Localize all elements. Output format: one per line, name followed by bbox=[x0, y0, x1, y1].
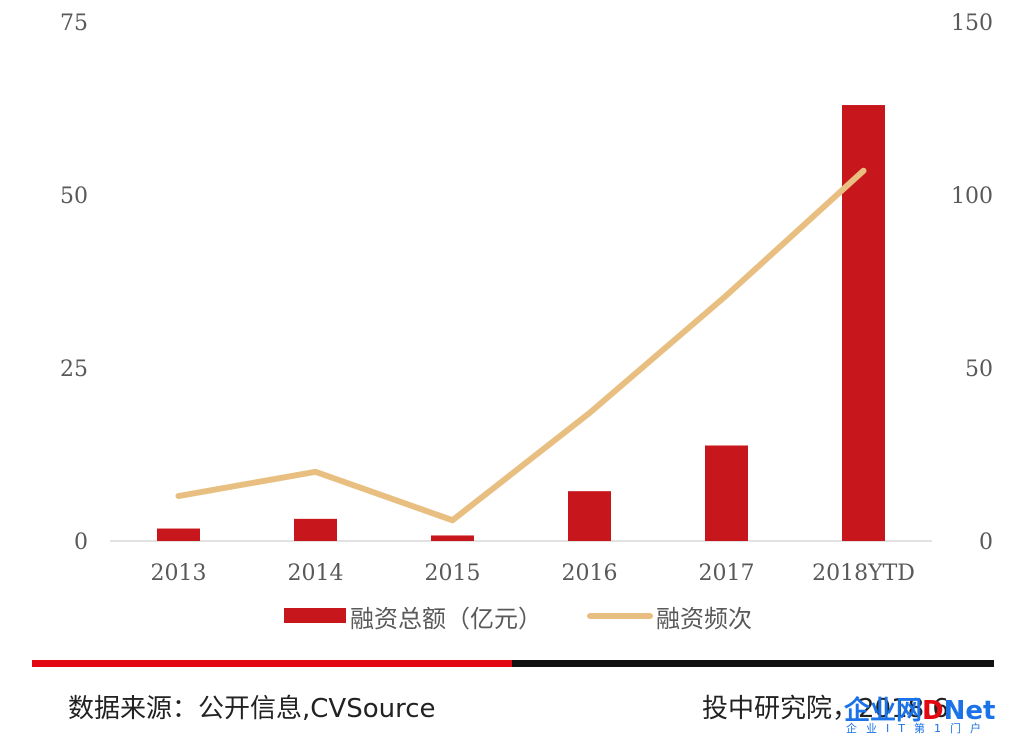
legend-line-label: 融资频次 bbox=[656, 605, 752, 633]
left-tick-label: 25 bbox=[60, 357, 88, 382]
footer-rule-black bbox=[512, 660, 994, 667]
x-tick-label: 2013 bbox=[151, 561, 207, 586]
watermark-main-text: 企业网 bbox=[844, 696, 923, 726]
left-tick-label: 0 bbox=[74, 530, 88, 555]
watermark-accent: D bbox=[922, 696, 944, 726]
legend-bar-swatch bbox=[284, 608, 346, 623]
watermark-logo: 企业网DNet 企业IT第1门户 bbox=[838, 690, 1014, 736]
left-tick-label: 75 bbox=[60, 11, 88, 36]
x-tick-label: 2014 bbox=[288, 561, 344, 586]
bar bbox=[157, 528, 200, 541]
x-axis-labels: 2013 2014 2015 2016 2017 2018YTD bbox=[151, 561, 915, 586]
x-tick-label: 2015 bbox=[425, 561, 481, 586]
right-tick-label: 150 bbox=[951, 11, 993, 36]
right-tick-label: 100 bbox=[951, 184, 993, 209]
left-axis-ticks: 0 25 50 75 bbox=[60, 11, 88, 555]
bar bbox=[294, 518, 337, 541]
source-note: 数据来源：公开信息,CVSource bbox=[68, 694, 436, 724]
left-tick-label: 50 bbox=[60, 184, 88, 209]
bar bbox=[431, 535, 474, 541]
legend-bar-label: 融资总额（亿元） bbox=[350, 605, 542, 633]
legend: 融资总额（亿元） 融资频次 bbox=[284, 605, 752, 633]
x-tick-label: 2016 bbox=[562, 561, 618, 586]
bar bbox=[705, 445, 748, 541]
right-tick-label: 0 bbox=[979, 530, 993, 555]
watermark-rest: Net bbox=[943, 696, 996, 726]
watermark-main: 企业网DNet bbox=[844, 690, 995, 727]
right-axis-ticks: 0 50 100 150 bbox=[951, 11, 993, 555]
bar-series bbox=[157, 105, 885, 541]
x-tick-label: 2018YTD bbox=[812, 561, 915, 586]
bar bbox=[568, 491, 611, 541]
footer-rule-red bbox=[32, 660, 512, 667]
right-tick-label: 50 bbox=[965, 357, 993, 382]
watermark-sub: 企业IT第1门户 bbox=[846, 722, 990, 735]
bar bbox=[842, 105, 885, 541]
x-tick-label: 2017 bbox=[699, 561, 755, 586]
credit-note: 投中研究院，2018.6 bbox=[702, 694, 949, 724]
frequency-line bbox=[175, 167, 867, 524]
